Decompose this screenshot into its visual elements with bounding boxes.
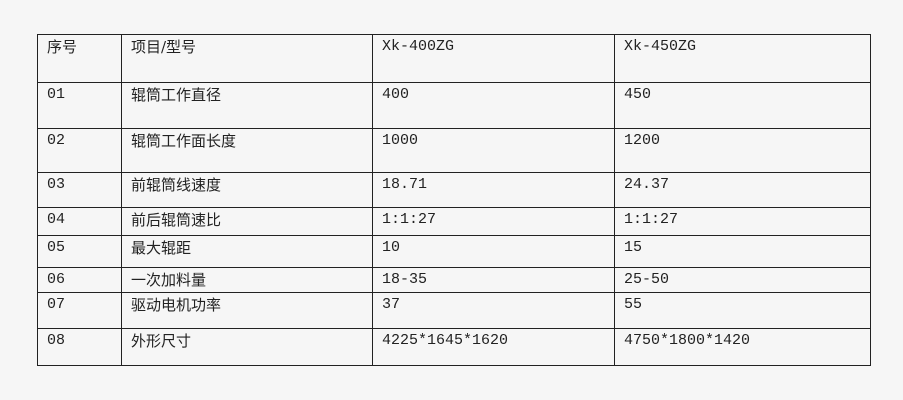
cell-item: 前辊筒线速度 (121, 172, 373, 208)
cell-value: 1:1:27 (614, 207, 871, 236)
cell-value: 1000 (372, 128, 615, 173)
table-row: 06 一次加料量 18-35 25-50 (37, 267, 871, 293)
cell-value: 25-50 (614, 267, 871, 293)
cell-index: 05 (37, 235, 122, 268)
spec-table: 序号 项目/型号 Xk-400ZG Xk-450ZG 01 辊筒工作直径 400… (37, 34, 871, 366)
cell-value: 10 (372, 235, 615, 268)
cell-value: 37 (372, 292, 615, 329)
table-row: 08 外形尺寸 4225*1645*1620 4750*1800*1420 (37, 328, 871, 366)
table-header-row: 序号 项目/型号 Xk-400ZG Xk-450ZG (37, 34, 871, 83)
cell-value: 55 (614, 292, 871, 329)
cell-index: 02 (37, 128, 122, 173)
cell-value: 1200 (614, 128, 871, 173)
cell-item: 前后辊筒速比 (121, 207, 373, 236)
cell-value: 15 (614, 235, 871, 268)
cell-value: 18-35 (372, 267, 615, 293)
header-cell: Xk-450ZG (614, 34, 871, 83)
cell-item: 辊筒工作面长度 (121, 128, 373, 173)
header-cell: Xk-400ZG (372, 34, 615, 83)
cell-value: 24.37 (614, 172, 871, 208)
cell-item: 最大辊距 (121, 235, 373, 268)
cell-index: 01 (37, 82, 122, 129)
cell-value: 450 (614, 82, 871, 129)
cell-value: 400 (372, 82, 615, 129)
table-row: 02 辊筒工作面长度 1000 1200 (37, 128, 871, 173)
table-row: 05 最大辊距 10 15 (37, 235, 871, 268)
cell-item: 外形尺寸 (121, 328, 373, 366)
cell-index: 08 (37, 328, 122, 366)
cell-item: 驱动电机功率 (121, 292, 373, 329)
cell-value: 18.71 (372, 172, 615, 208)
cell-item: 辊筒工作直径 (121, 82, 373, 129)
header-cell: 序号 (37, 34, 122, 83)
cell-value: 4225*1645*1620 (372, 328, 615, 366)
cell-item: 一次加料量 (121, 267, 373, 293)
cell-index: 07 (37, 292, 122, 329)
table-row: 07 驱动电机功率 37 55 (37, 292, 871, 329)
cell-value: 1:1:27 (372, 207, 615, 236)
table-row: 01 辊筒工作直径 400 450 (37, 82, 871, 129)
table-row: 04 前后辊筒速比 1:1:27 1:1:27 (37, 207, 871, 236)
cell-index: 03 (37, 172, 122, 208)
cell-index: 04 (37, 207, 122, 236)
cell-value: 4750*1800*1420 (614, 328, 871, 366)
table-row: 03 前辊筒线速度 18.71 24.37 (37, 172, 871, 208)
header-cell: 项目/型号 (121, 34, 373, 83)
cell-index: 06 (37, 267, 122, 293)
